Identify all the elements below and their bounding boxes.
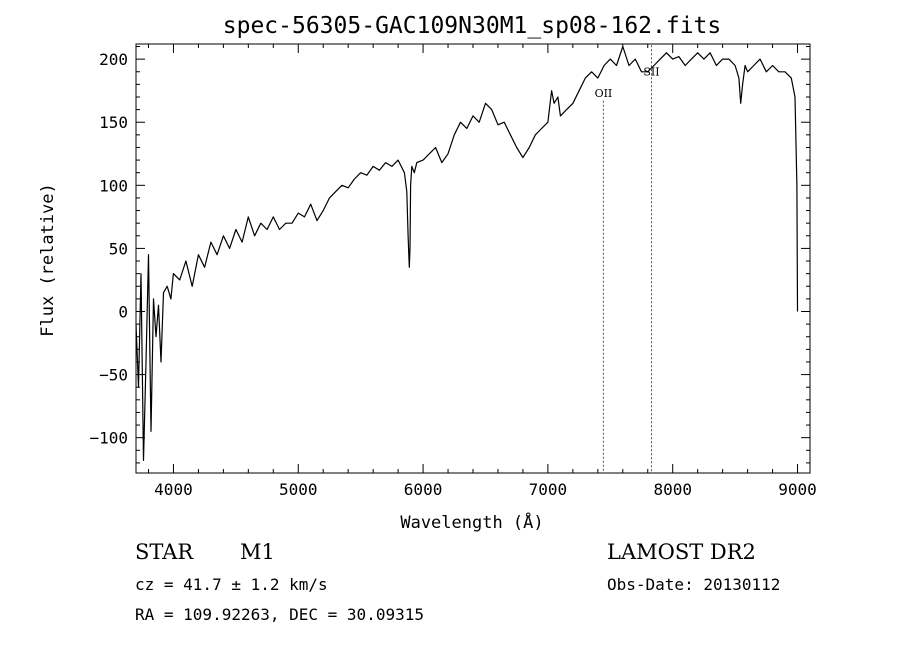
y-tick-label: 200 [99,50,128,69]
y-tick-label: 150 [99,113,128,132]
chart-title: spec-56305-GAC109N30M1_sp08-162.fits [223,13,722,39]
y-tick-label: 50 [109,239,128,258]
y-tick-label: 100 [99,176,128,195]
y-tick-label: 0 [118,302,128,321]
survey-label: LAMOST DR2 [607,540,756,564]
redshift-text: cz = 41.7 ± 1.2 km/s [135,575,328,594]
object-class-label: STAR [135,540,194,564]
object-subclass-label: M1 [240,540,275,564]
x-tick-label: 6000 [404,480,443,499]
y-axis-label: Flux (relative) [38,183,58,337]
plot-frame [135,43,811,474]
x-axis-label: Wavelength (Å) [400,511,543,533]
y-tick-label: −50 [99,366,128,385]
plot-area: 4000 5000 6000 7000 8000 9000 −100 −50 0 50 100 150… [89,43,817,499]
spectral-line-label: SII [643,66,659,79]
spectral-line-label: OII [595,87,613,100]
x-tick-label: 5000 [279,480,318,499]
obs-date-text: Obs-Date: 20130112 [607,575,780,594]
x-tick-label: 4000 [154,480,193,499]
x-tick-label: 7000 [529,480,568,499]
x-tick-label: 8000 [653,480,692,499]
spectrum-series-line [135,45,799,461]
x-tick-label: 9000 [778,480,817,499]
y-tick-label: −100 [89,429,128,448]
coordinates-text: RA = 109.92263, DEC = 30.09315 [135,605,424,624]
